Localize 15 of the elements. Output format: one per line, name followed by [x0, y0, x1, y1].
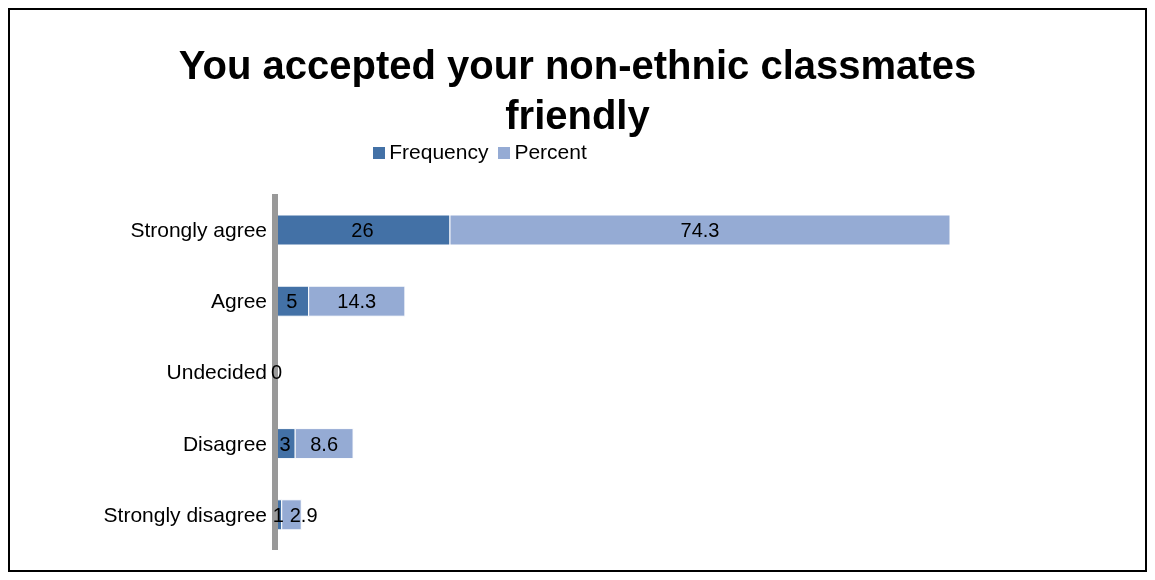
data-label: 2.9 — [289, 503, 318, 526]
y-tick-label: Agree — [210, 289, 267, 313]
data-label: 8.6 — [310, 432, 339, 455]
data-label: 26 — [351, 219, 374, 241]
y-tick-label: Disagree — [182, 431, 267, 455]
y-tick-label: Undecided — [166, 360, 267, 384]
legend-label: Frequency — [389, 140, 489, 163]
y-tick-label: Strongly disagree — [103, 502, 267, 526]
y-tick-label: Strongly agree — [130, 218, 267, 242]
data-label: 3 — [279, 432, 291, 455]
data-label: 74.3 — [680, 219, 720, 241]
data-label: 14.3 — [337, 290, 377, 313]
chart-title: You accepted your non-ethnic classmates friendly — [177, 42, 978, 139]
legend-label: Percent — [514, 140, 587, 163]
data-label: 5 — [286, 290, 298, 313]
